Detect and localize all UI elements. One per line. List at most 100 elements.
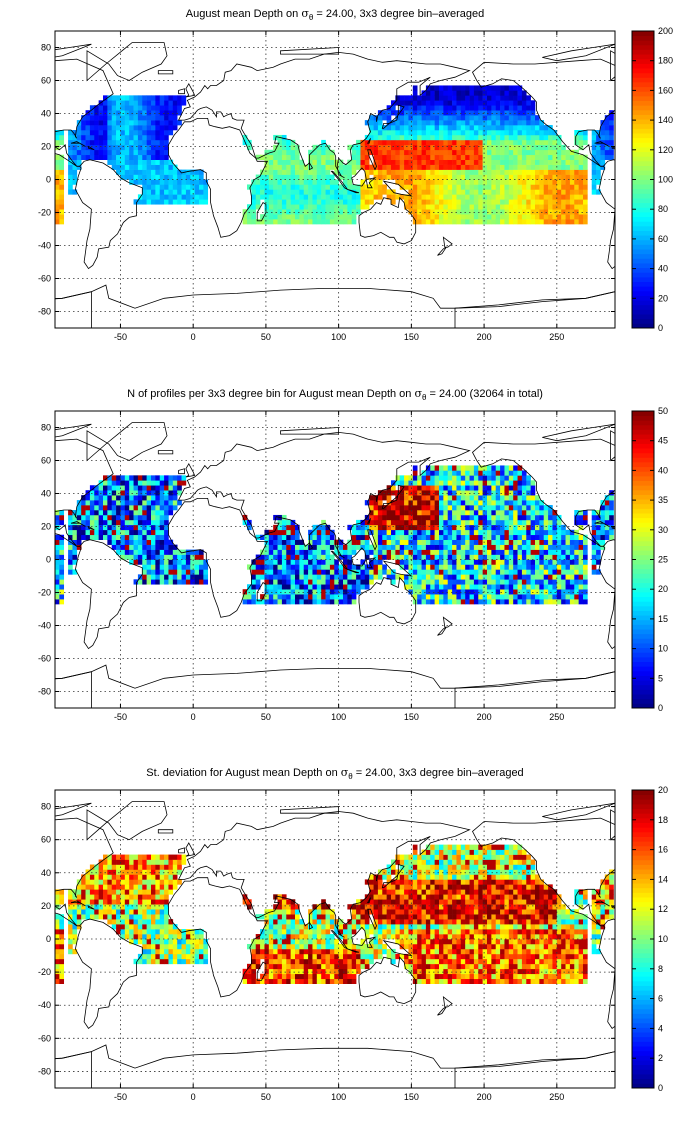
heatmap-cell: [273, 534, 278, 540]
heatmap-cell: [539, 505, 545, 511]
heatmap-cell: [583, 139, 588, 146]
heatmap-cell: [194, 569, 200, 575]
heatmap-cell: [295, 164, 300, 170]
heatmap-cell: [94, 519, 99, 526]
heatmap-cell: [456, 589, 462, 595]
heatmap-cell: [487, 524, 492, 531]
heatmap-cell: [68, 894, 73, 900]
heatmap-cell: [133, 115, 139, 121]
heatmap-cell: [55, 559, 60, 565]
heatmap-cell: [356, 534, 361, 540]
heatmap-cell: [360, 519, 366, 526]
heatmap-cell: [408, 549, 414, 555]
heatmap-cell: [382, 495, 387, 501]
heatmap-cell: [343, 559, 348, 565]
colorbar-step: [632, 151, 654, 157]
heatmap-cell: [151, 500, 156, 506]
colorbar-step: [632, 272, 654, 278]
heatmap-cell: [508, 105, 514, 111]
x-tick-label: 200: [477, 712, 492, 722]
heatmap-cell: [107, 125, 113, 131]
colorbar-step: [632, 689, 654, 695]
heatmap-cell: [68, 549, 73, 555]
heatmap-cell: [443, 179, 449, 185]
heatmap-cell: [59, 534, 65, 540]
heatmap-cell: [495, 125, 501, 131]
heatmap-cell: [600, 154, 606, 160]
heatmap-cell: [552, 179, 558, 185]
heatmap-cell: [295, 179, 300, 185]
heatmap-cell: [491, 470, 497, 476]
heatmap-cell: [364, 174, 370, 180]
heatmap-cell: [417, 510, 422, 516]
heatmap-cell: [264, 169, 270, 175]
heatmap-cell: [103, 130, 108, 136]
heatmap-cell: [500, 470, 505, 476]
heatmap-cell: [98, 889, 104, 895]
heatmap-cell: [478, 505, 483, 511]
heatmap-cell: [447, 564, 453, 570]
heatmap-cell: [452, 154, 457, 160]
heatmap-cell: [111, 164, 117, 170]
heatmap-cell: [412, 594, 418, 600]
heatmap-cell: [421, 90, 427, 96]
coastline: [366, 518, 371, 524]
heatmap-cell: [360, 574, 366, 580]
heatmap-cell: [443, 130, 449, 136]
heatmap-cell: [434, 204, 440, 210]
heatmap-cell: [508, 139, 514, 146]
heatmap-cell: [59, 594, 65, 600]
colorbar-step: [632, 211, 654, 218]
heatmap-cell: [124, 854, 130, 860]
heatmap-cell: [255, 584, 261, 590]
heatmap-cell: [373, 524, 379, 531]
heatmap-cell: [325, 214, 331, 220]
heatmap-cell: [124, 139, 130, 146]
heatmap-cell: [190, 574, 195, 580]
heatmap-cell: [600, 524, 606, 531]
heatmap-cell: [133, 130, 139, 136]
heatmap-cell: [469, 110, 475, 116]
heatmap-cell: [530, 194, 536, 200]
heatmap-cell: [124, 539, 130, 545]
heatmap-cell: [382, 115, 387, 121]
heatmap-cell: [137, 879, 143, 885]
heatmap-cell: [81, 134, 86, 141]
heatmap-cell: [561, 219, 566, 225]
colorbar-step: [632, 694, 654, 700]
heatmap-cell: [399, 505, 405, 511]
heatmap-cell: [500, 100, 505, 106]
heatmap-cell: [281, 574, 287, 580]
heatmap-cell: [290, 204, 296, 210]
heatmap-cell: [124, 544, 130, 550]
heatmap-cell: [460, 90, 466, 96]
heatmap-cell: [434, 569, 440, 575]
heatmap-cell: [334, 204, 339, 210]
heatmap-cell: [447, 524, 453, 531]
heatmap-cell: [460, 564, 466, 570]
heatmap-cell: [561, 149, 566, 156]
heatmap-cell: [273, 169, 278, 175]
heatmap-cell: [133, 144, 139, 151]
colorbar-step: [632, 142, 654, 148]
heatmap-cell: [495, 219, 501, 225]
colorbar-step: [632, 471, 654, 477]
heatmap-cell: [452, 599, 457, 605]
heatmap-cell: [482, 559, 488, 565]
heatmap-cell: [116, 134, 121, 141]
heatmap-cell: [574, 139, 579, 146]
heatmap-cell: [55, 144, 60, 151]
heatmap-cell: [473, 120, 479, 126]
heatmap-cell: [107, 864, 113, 870]
heatmap-cell: [456, 149, 462, 156]
heatmap-cell: [116, 904, 121, 910]
heatmap-cell: [273, 204, 278, 210]
heatmap-cell: [430, 184, 435, 190]
heatmap-cell: [142, 539, 147, 545]
heatmap-cell: [434, 599, 440, 605]
heatmap-cell: [526, 214, 531, 220]
heatmap-cell: [347, 159, 353, 165]
heatmap-cell: [548, 544, 553, 550]
heatmap-cell: [421, 120, 427, 126]
colorbar-step: [632, 605, 654, 611]
